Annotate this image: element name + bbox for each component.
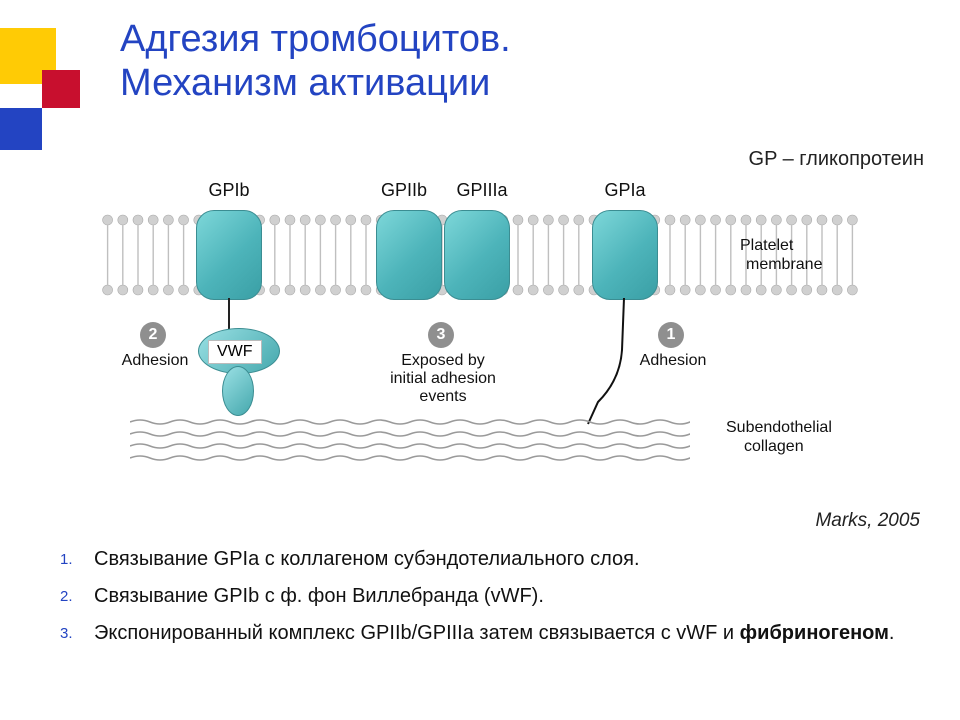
membrane-label-b: membrane xyxy=(740,255,822,274)
vwf-label: VWF xyxy=(208,340,262,364)
badge-3: 3 xyxy=(428,322,454,348)
membrane-side-label: Platelet membrane xyxy=(740,236,822,274)
badge-1: 1 xyxy=(658,322,684,348)
gp-legend: GP – гликопротеин xyxy=(749,148,924,171)
list-text: Экспонированный комплекс GPIIb/GPIIIa за… xyxy=(94,620,894,647)
badge-3-label: Exposed by initial adhesion events xyxy=(378,352,508,406)
list-text: Связывание GPIa c коллагеном субэндотели… xyxy=(94,546,640,573)
mechanism-list: 1. Связывание GPIa c коллагеном субэндот… xyxy=(60,546,900,657)
title-line2: Механизм активации xyxy=(120,62,511,106)
collagen-side-label: Subendothelial collagen xyxy=(726,418,832,456)
label-gpiiia: GPIIIa xyxy=(444,180,520,201)
list-num: 2. xyxy=(60,583,94,610)
membrane-label-a: Platelet xyxy=(740,236,822,255)
deco-square-red xyxy=(42,70,80,108)
collagen-label-b: collagen xyxy=(726,437,832,456)
protein-gpib xyxy=(196,210,262,300)
label-gpib: GPIb xyxy=(196,180,262,201)
label-gpia: GPIa xyxy=(592,180,658,201)
list-num: 3. xyxy=(60,620,94,647)
collagen-waves xyxy=(130,416,690,470)
list-num: 1. xyxy=(60,546,94,573)
protein-gpia xyxy=(592,210,658,300)
vwf-tail xyxy=(222,366,254,416)
list-item: 1. Связывание GPIa c коллагеном субэндот… xyxy=(60,546,900,573)
list-item: 3. Экспонированный комплекс GPIIb/GPIIIa… xyxy=(60,620,900,647)
vwf-stalk xyxy=(228,298,230,330)
slide-title: Адгезия тромбоцитов. Механизм активации xyxy=(120,18,511,105)
collagen-label-a: Subendothelial xyxy=(726,418,832,437)
protein-gpiib xyxy=(376,210,442,300)
badge-2-label: Adhesion xyxy=(116,352,194,370)
badge-1-label: Adhesion xyxy=(634,352,712,370)
label-gpiib: GPIIb xyxy=(366,180,442,201)
citation: Marks, 2005 xyxy=(815,510,920,532)
membrane-diagram: GPIb GPIIb GPIIIa GPIa VWF 2 Adhesion 3 … xyxy=(100,180,860,480)
deco-square-blue xyxy=(0,108,42,150)
list-item: 2. Связывание GPIb c ф. фон Виллебранда … xyxy=(60,583,900,610)
protein-gpiiia xyxy=(444,210,510,300)
title-line1: Адгезия тромбоцитов. xyxy=(120,18,511,62)
list-text: Связывание GPIb c ф. фон Виллебранда (vW… xyxy=(94,583,544,610)
badge-2: 2 xyxy=(140,322,166,348)
